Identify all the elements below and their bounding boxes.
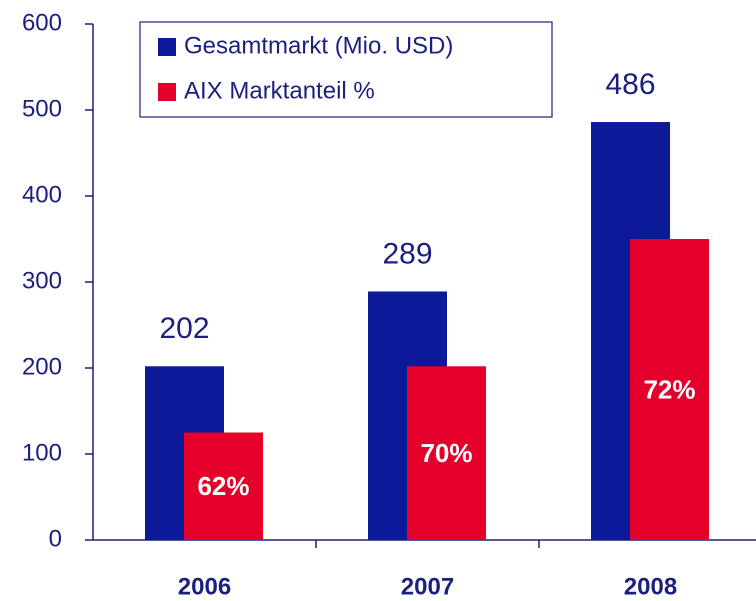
share-label: 70%	[420, 438, 472, 468]
share-label: 72%	[643, 374, 695, 404]
bar	[407, 366, 486, 540]
value-label: 486	[605, 68, 655, 101]
y-tick-label: 600	[22, 9, 62, 36]
legend-swatch	[158, 38, 176, 56]
legend-swatch	[158, 83, 176, 101]
legend-box	[139, 21, 553, 118]
y-tick-label: 100	[22, 439, 62, 466]
legend-label: AIX Marktanteil %	[184, 77, 375, 104]
bar	[184, 432, 263, 540]
bar	[630, 239, 709, 540]
y-tick-label: 300	[22, 267, 62, 294]
share-label: 62%	[197, 471, 249, 501]
y-tick-label: 500	[22, 95, 62, 122]
x-tick-label: 2006	[178, 573, 231, 600]
x-tick-label: 2008	[624, 573, 677, 600]
value-label: 202	[159, 312, 209, 345]
y-tick-label: 0	[49, 525, 62, 552]
x-tick-label: 2007	[401, 573, 454, 600]
value-label: 289	[382, 237, 432, 270]
y-tick-label: 400	[22, 181, 62, 208]
y-tick-label: 200	[22, 353, 62, 380]
legend-label: Gesamtmarkt (Mio. USD)	[184, 32, 453, 59]
